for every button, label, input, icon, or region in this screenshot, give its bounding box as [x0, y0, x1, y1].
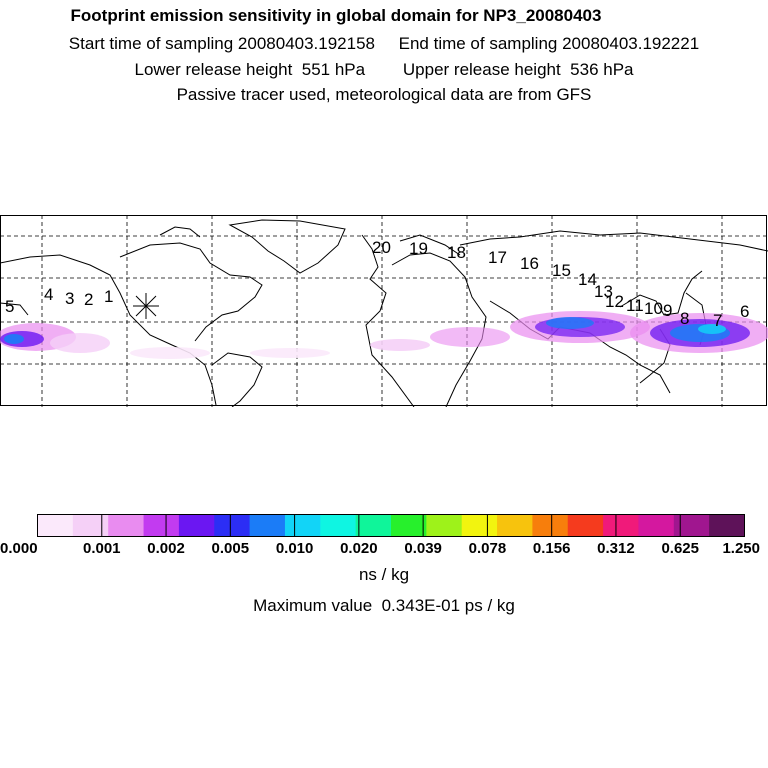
day-label: 7	[713, 311, 722, 330]
colorbar-cells	[37, 514, 745, 537]
colorbar-cell	[143, 514, 180, 537]
sensitivity-footprint	[0, 311, 768, 359]
plot-title: Footprint emission sensitivity in global…	[70, 6, 602, 25]
colorbar-cell	[497, 514, 533, 537]
day-label: 14	[578, 270, 597, 289]
world-map: 1 2 3 4 5 6 7 8 9 10 11 12 13 14 15 16 1…	[0, 215, 768, 407]
day-label: 18	[447, 243, 466, 262]
day-label: 8	[680, 309, 689, 328]
colorbar-cell	[72, 514, 109, 537]
colorbar-cell	[37, 514, 74, 537]
colorbar-cell	[108, 514, 145, 537]
day-label: 4	[44, 285, 53, 304]
day-label: 16	[520, 254, 539, 273]
day-label: 13	[594, 282, 613, 301]
release-heights: Lower release height 551 hPa Upper relea…	[134, 60, 634, 79]
colorbar-tick-label: 0.005	[212, 540, 250, 556]
day-label: 11	[626, 296, 644, 315]
day-label: 2	[84, 290, 93, 309]
day-label: 15	[552, 261, 571, 280]
colorbar-ticks: 0.000 0.001 0.002 0.005 0.010 0.020 0.039 0.078…	[0, 514, 760, 556]
day-label: 3	[65, 289, 74, 308]
colorbar-tick-label: 0.078	[469, 540, 507, 556]
colorbar-cell	[320, 514, 357, 537]
colorbar-cell	[638, 514, 675, 537]
day-label: 20	[372, 238, 391, 257]
asterisk-icon	[133, 293, 159, 319]
day-label: 1	[104, 287, 113, 306]
colorbar-tick-label: 1.250	[722, 540, 760, 556]
colorbar-cell	[214, 514, 251, 537]
colorbar-tick-label: 0.002	[147, 540, 185, 556]
colorbar-tick-label: 0.156	[533, 540, 571, 556]
sampling-times: Start time of sampling 20080403.192158 E…	[68, 34, 700, 53]
tracer-note: Passive tracer used, meteorological data…	[176, 85, 592, 104]
day-label: 6	[740, 302, 749, 321]
maximum-value: Maximum value 0.343E-01 ps / kg	[253, 596, 515, 615]
day-label: 12	[605, 292, 624, 311]
day-label: 10	[644, 299, 663, 318]
colorbar-cell	[178, 514, 215, 537]
day-label: 19	[409, 239, 428, 258]
colorbar-cell	[355, 514, 392, 537]
trajectory-labels: 1 2 3 4 5 6 7 8 9 10 11 12 13 14 15 16 1…	[5, 238, 749, 330]
colorbar-units: ns / kg	[358, 565, 410, 584]
colorbar-tick-label: 0.039	[404, 540, 442, 556]
colorbar-cell	[461, 514, 498, 537]
colorbar-cell	[532, 514, 569, 537]
colorbar-tick-label: 0.001	[83, 540, 121, 556]
colorbar-cell	[391, 514, 427, 537]
day-label: 17	[488, 248, 507, 267]
day-label: 5	[5, 297, 14, 316]
colorbar-cell	[426, 514, 463, 537]
colorbar-cell	[709, 514, 745, 537]
colorbar-cell	[567, 514, 604, 537]
colorbar-tick-label: 0.010	[276, 540, 314, 556]
colorbar-cell	[603, 514, 639, 537]
colorbar-cell	[673, 514, 710, 537]
colorbar-tick-label: 0.020	[340, 540, 378, 556]
colorbar-cell	[284, 514, 321, 537]
colorbar-tick-label: 0.312	[597, 540, 635, 556]
colorbar-cell	[249, 514, 286, 537]
colorbar-tick-label: 0.000	[0, 540, 38, 556]
colorbar: 0.000 0.001 0.002 0.005 0.010 0.020 0.039 0.078…	[0, 514, 760, 556]
colorbar-tick-label: 0.625	[661, 540, 699, 556]
day-label: 9	[663, 301, 672, 320]
